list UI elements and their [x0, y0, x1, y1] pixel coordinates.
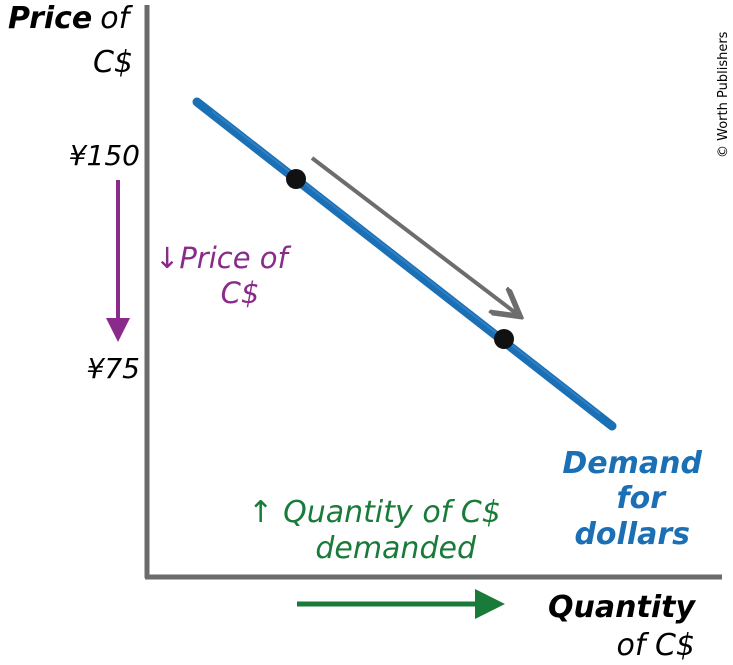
y-axis-title: Price of [8, 1, 134, 36]
annotation-line: Quantity of C$ [283, 495, 501, 530]
x-axis-title-line2: of C$ [617, 628, 696, 663]
curve-label: for [617, 481, 668, 516]
y-axis-title-line2: C$ [93, 45, 133, 80]
curve-label: Demand [562, 446, 702, 481]
point [494, 329, 514, 349]
price-annotation: ↓Price of [155, 241, 292, 275]
annotation-line: C$ [221, 276, 260, 310]
y-title-rest: of [100, 1, 133, 36]
credit: © Worth Publishers [716, 31, 731, 158]
demand-curve [192, 97, 617, 431]
arrow-glyph: ↓ [155, 241, 179, 275]
point [286, 169, 306, 189]
annotation-line: Price of [179, 241, 291, 275]
y-title-bold: Price [8, 1, 92, 36]
demand-curve-texture [211, 110, 601, 415]
annotation-line: demanded [315, 531, 477, 566]
y-tick-label: ¥150 [69, 139, 140, 172]
quantity-annotation: ↑ Quantity of C$ [248, 495, 501, 530]
curve-label: dollars [574, 517, 690, 552]
movement-arrow [310, 156, 517, 314]
x-axis-title: Quantity [548, 590, 696, 625]
arrow-glyph: ↑ [248, 495, 273, 530]
y-tick-label: ¥75 [87, 352, 140, 385]
